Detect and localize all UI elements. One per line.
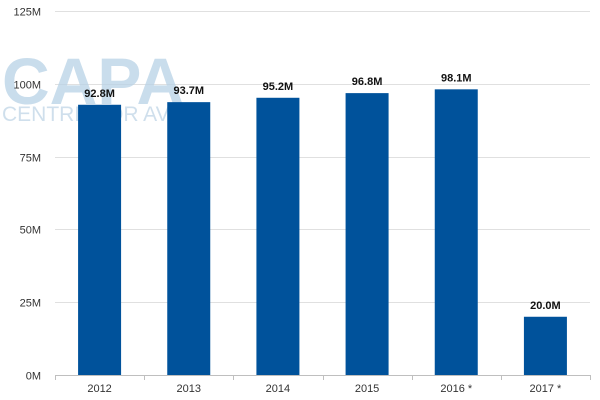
y-tick-label: 0M xyxy=(26,371,41,383)
gridlines xyxy=(55,11,590,303)
data-label: 98.1M xyxy=(441,72,472,84)
data-label: 96.8M xyxy=(352,76,383,88)
y-tick-label: 125M xyxy=(13,7,41,19)
y-tick-label: 25M xyxy=(20,298,41,310)
x-tick-label: 2017 * xyxy=(530,383,563,395)
bar-series xyxy=(78,89,567,376)
y-tick-label: 100M xyxy=(13,80,41,92)
bar xyxy=(78,104,122,375)
x-tick-label: 2012 xyxy=(87,383,111,395)
x-tick-label: 2015 xyxy=(355,383,379,395)
x-tick-label: 2014 xyxy=(266,383,290,395)
axes xyxy=(55,375,591,380)
bar xyxy=(256,97,300,376)
bar xyxy=(434,89,478,376)
bar xyxy=(523,316,567,375)
data-label: 95.2M xyxy=(263,81,294,93)
data-label: 93.7M xyxy=(173,85,204,97)
x-tick-label: 2016 * xyxy=(440,383,473,395)
x-tick-label: 2013 xyxy=(177,383,201,395)
y-tick-label: 75M xyxy=(20,153,41,165)
bar xyxy=(345,93,389,375)
data-label: 92.8M xyxy=(84,88,115,100)
y-tick-label: 50M xyxy=(20,225,41,237)
bar xyxy=(167,102,211,375)
data-label: 20.0M xyxy=(530,300,561,312)
labels: 0M 25M 50M 75M 100M 125M 92.8M 2012 93.7M 2013 95.… xyxy=(13,7,562,396)
